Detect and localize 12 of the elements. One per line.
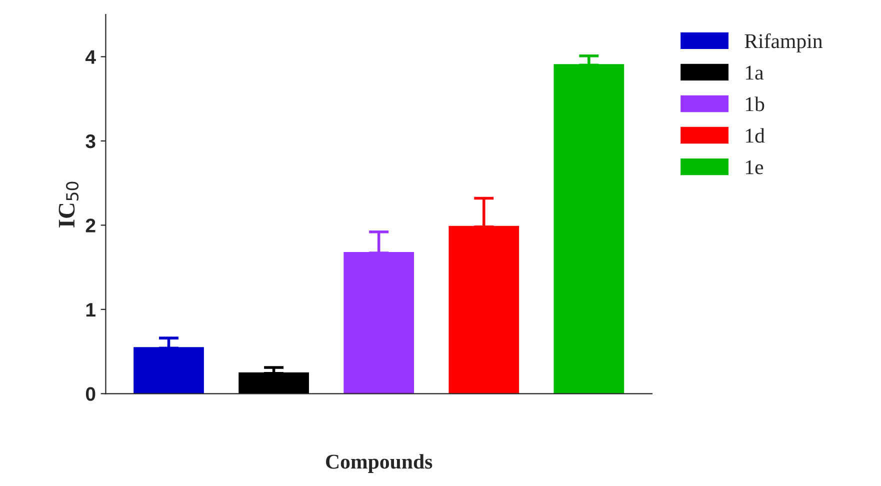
y-tick-label: 0: [86, 387, 96, 401]
legend-label: 1e: [746, 160, 764, 174]
legend-label: 1a: [746, 66, 764, 80]
y-tick-label: 2: [86, 218, 96, 232]
legend-label: Rifampin: [744, 33, 822, 52]
y-axis-title: IC$_{50}$: [58, 182, 79, 228]
legend-label: 1b: [746, 96, 764, 112]
x-axis-title: Compounds: [326, 454, 432, 473]
y-tick-label: 3: [86, 134, 96, 148]
y-tick-label: 4: [85, 50, 96, 64]
y-tick-label: 1: [86, 303, 96, 316]
legend-label: 1d: [746, 128, 765, 143]
